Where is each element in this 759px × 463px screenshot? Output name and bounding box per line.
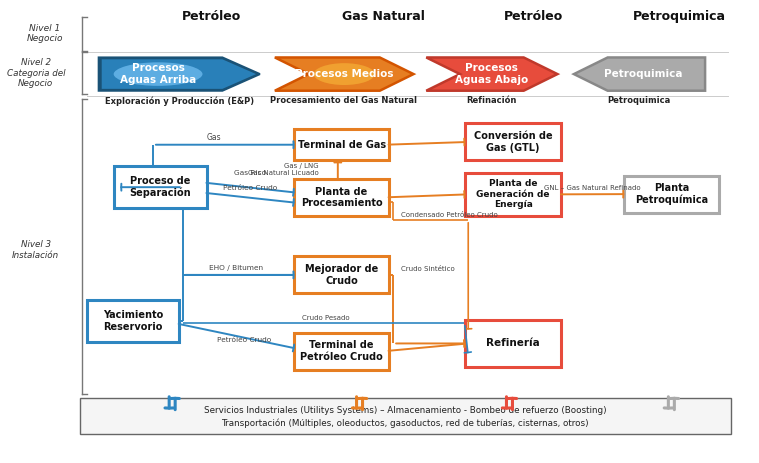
Text: Planta de
Procesamiento: Planta de Procesamiento <box>301 187 383 208</box>
Polygon shape <box>102 59 256 89</box>
Text: Petróleo: Petróleo <box>181 10 241 23</box>
Text: GNL – Gas Natural Refinado: GNL – Gas Natural Refinado <box>544 185 641 191</box>
Text: Procesos
Aguas Abajo: Procesos Aguas Abajo <box>455 63 528 85</box>
Polygon shape <box>275 57 414 91</box>
Text: Terminal de
Petróleo Crudo: Terminal de Petróleo Crudo <box>301 340 383 362</box>
FancyBboxPatch shape <box>624 175 719 213</box>
Ellipse shape <box>313 63 376 86</box>
Text: EHO / Bitumen: EHO / Bitumen <box>209 265 263 271</box>
Text: Condensado Petróleo Crudo: Condensado Petróleo Crudo <box>401 212 498 218</box>
Polygon shape <box>427 57 557 91</box>
Text: Petróleo: Petróleo <box>504 10 563 23</box>
Ellipse shape <box>113 62 203 87</box>
Text: Gas / LNG
Gas Natural Licuado: Gas / LNG Gas Natural Licuado <box>248 163 319 176</box>
Text: Procesos
Aguas Arriba: Procesos Aguas Arriba <box>120 63 196 85</box>
Text: Gas Natural: Gas Natural <box>342 10 425 23</box>
Text: Nivel 1
Negocio: Nivel 1 Negocio <box>27 24 63 43</box>
Text: Exploración y Producción (E&P): Exploración y Producción (E&P) <box>105 96 254 106</box>
FancyBboxPatch shape <box>465 319 561 367</box>
Text: Petróleo Crudo: Petróleo Crudo <box>223 185 278 191</box>
FancyBboxPatch shape <box>87 300 179 342</box>
Text: Planta de
Generación de
Energía: Planta de Generación de Energía <box>477 180 550 209</box>
Text: Mejorador de
Crudo: Mejorador de Crudo <box>305 264 378 286</box>
Text: Proceso de
Separación: Proceso de Separación <box>130 176 191 198</box>
Text: Planta
Petroquímica: Planta Petroquímica <box>635 183 708 205</box>
FancyBboxPatch shape <box>294 179 389 216</box>
Polygon shape <box>99 57 260 91</box>
Text: Gas: Gas <box>206 133 222 143</box>
FancyBboxPatch shape <box>465 124 561 160</box>
Text: Servicios Industriales (Utilitys Systems) – Almacenamiento - Bombeo de refuerzo : Servicios Industriales (Utilitys Systems… <box>204 406 606 415</box>
Text: Crudo Pesado: Crudo Pesado <box>301 314 349 320</box>
Text: Crudo Sintético: Crudo Sintético <box>401 266 455 272</box>
Text: Gas Rico: Gas Rico <box>235 170 266 176</box>
Text: Petroquimica: Petroquimica <box>607 96 671 105</box>
FancyBboxPatch shape <box>294 129 389 160</box>
Text: Transportación (Múltiples, oleoductos, gasoductos, red de tuberías, cisternas, o: Transportación (Múltiples, oleoductos, g… <box>222 418 589 428</box>
Text: Nivel 3
Instalación: Nivel 3 Instalación <box>12 240 59 260</box>
FancyBboxPatch shape <box>115 166 206 208</box>
FancyBboxPatch shape <box>294 257 389 294</box>
Text: Petroquimica: Petroquimica <box>633 10 726 23</box>
Polygon shape <box>574 57 705 91</box>
Text: Yacimiento
Reservorio: Yacimiento Reservorio <box>102 310 163 332</box>
Text: Petróleo Crudo: Petróleo Crudo <box>217 337 271 343</box>
FancyBboxPatch shape <box>465 173 561 216</box>
Text: Procesos Medios: Procesos Medios <box>295 69 393 79</box>
Text: Refinería: Refinería <box>487 338 540 349</box>
Text: Nivel 2
Categoria del
Negocio: Nivel 2 Categoria del Negocio <box>7 58 65 88</box>
Text: Petroquimica: Petroquimica <box>603 69 682 79</box>
FancyBboxPatch shape <box>80 398 731 434</box>
FancyBboxPatch shape <box>294 332 389 369</box>
Text: Refinación: Refinación <box>466 96 517 105</box>
Text: Procesamiento del Gas Natural: Procesamiento del Gas Natural <box>270 96 417 105</box>
Text: Conversión de
Gas (GTL): Conversión de Gas (GTL) <box>474 131 553 153</box>
Text: Terminal de Gas: Terminal de Gas <box>298 140 386 150</box>
